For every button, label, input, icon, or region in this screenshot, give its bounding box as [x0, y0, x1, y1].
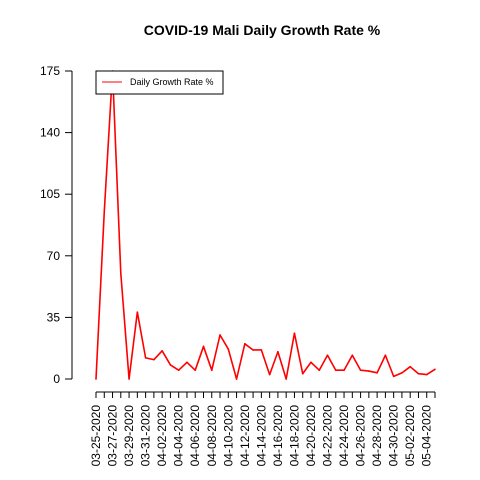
- data-point: [236, 378, 238, 380]
- data-point: [269, 374, 271, 376]
- data-point: [376, 372, 378, 374]
- data-point: [153, 359, 155, 361]
- data-point: [277, 351, 279, 353]
- x-tick-label: 04-18-2020: [287, 405, 301, 467]
- legend: Daily Growth Rate %: [96, 71, 223, 94]
- data-point: [244, 343, 246, 345]
- data-point: [393, 376, 395, 378]
- data-point: [203, 346, 205, 348]
- data-point: [211, 369, 213, 371]
- x-tick-label: 05-02-2020: [403, 405, 417, 467]
- x-tick-label: 04-12-2020: [238, 405, 252, 467]
- data-point: [426, 374, 428, 376]
- data-point: [145, 357, 147, 359]
- y-tick-label: 35: [47, 310, 61, 324]
- y-tick-label: 175: [40, 64, 60, 78]
- x-tick-label: 04-06-2020: [188, 405, 202, 467]
- x-tick-label: 04-08-2020: [205, 405, 219, 467]
- legend-label: Daily Growth Rate %: [130, 77, 214, 87]
- x-tick-label: 04-28-2020: [370, 405, 384, 467]
- x-tick-label: 04-20-2020: [304, 405, 318, 467]
- data-point: [360, 369, 362, 371]
- x-tick-label: 03-29-2020: [122, 405, 136, 467]
- chart-title: COVID-19 Mali Daily Growth Rate %: [144, 22, 381, 38]
- data-point: [409, 366, 411, 368]
- data-point: [128, 378, 130, 380]
- data-point: [302, 373, 304, 375]
- data-point: [95, 378, 97, 380]
- x-tick-label: 04-22-2020: [321, 405, 335, 467]
- data-point: [137, 311, 139, 313]
- data-point: [178, 369, 180, 371]
- x-tick-label: 04-30-2020: [387, 405, 401, 467]
- x-tick-label: 04-04-2020: [172, 405, 186, 467]
- data-point: [194, 369, 196, 371]
- data-point: [318, 369, 320, 371]
- data-point: [285, 378, 287, 380]
- data-point: [335, 369, 337, 371]
- x-tick-label: 03-31-2020: [139, 405, 153, 467]
- data-point: [327, 354, 329, 356]
- x-tick-label: 04-02-2020: [155, 405, 169, 467]
- data-point: [310, 361, 312, 363]
- data-point: [219, 334, 221, 336]
- y-tick-label: 0: [53, 372, 60, 386]
- data-point: [294, 332, 296, 334]
- data-point: [352, 354, 354, 356]
- x-tick-label: 05-04-2020: [420, 405, 434, 467]
- data-point: [434, 369, 436, 371]
- data-point: [418, 373, 420, 375]
- data-point: [120, 273, 122, 275]
- data-point: [401, 372, 403, 374]
- data-point: [103, 211, 105, 213]
- data-point: [161, 350, 163, 352]
- y-tick-label: 105: [40, 187, 60, 201]
- data-point: [343, 369, 345, 371]
- x-tick-label: 04-10-2020: [221, 405, 235, 467]
- data-point: [385, 354, 387, 356]
- data-point: [227, 348, 229, 350]
- x-tick-label: 04-14-2020: [254, 405, 268, 467]
- x-tick-label: 04-16-2020: [271, 405, 285, 467]
- data-point: [368, 370, 370, 372]
- x-tick-label: 04-24-2020: [337, 405, 351, 467]
- x-tick-label: 03-25-2020: [89, 405, 103, 467]
- x-tick-label: 04-26-2020: [354, 405, 368, 467]
- data-point: [186, 361, 188, 363]
- data-point: [261, 349, 263, 351]
- y-tick-label: 70: [47, 249, 61, 263]
- y-tick-label: 140: [40, 126, 60, 140]
- x-tick-label: 03-27-2020: [106, 405, 120, 467]
- data-point: [252, 349, 254, 351]
- data-point: [170, 364, 172, 366]
